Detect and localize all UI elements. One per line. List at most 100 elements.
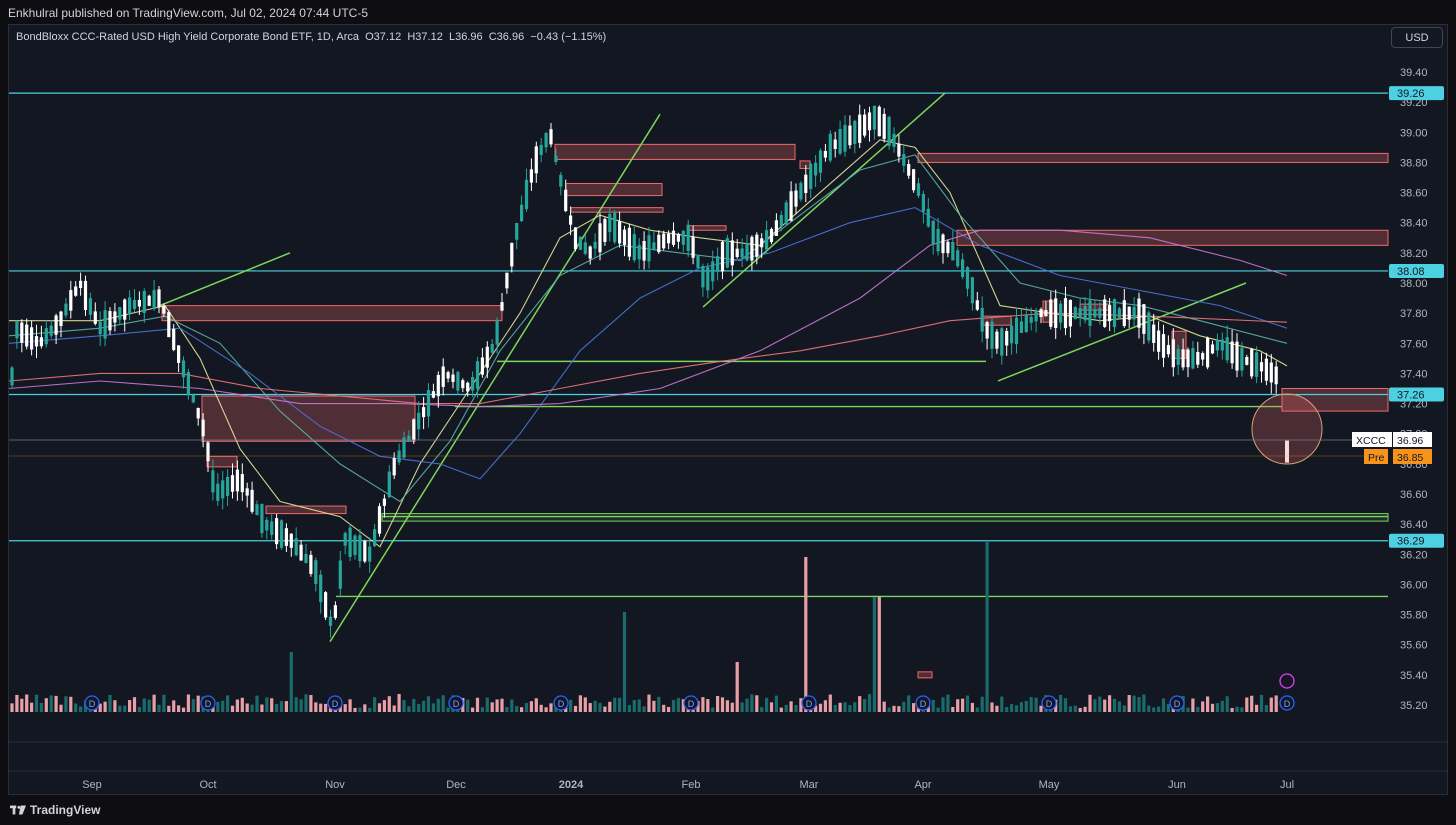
- candle-body: [441, 366, 445, 387]
- candle-body: [1054, 298, 1058, 328]
- volume-bar: [309, 695, 313, 712]
- volume-bar: [995, 705, 999, 712]
- volume-bar: [735, 662, 739, 712]
- y-tick-label: 37.40: [1400, 368, 1428, 380]
- candle-body: [201, 419, 205, 437]
- candle-body: [622, 229, 627, 245]
- candle-body: [867, 112, 872, 131]
- dividend-marker-icon[interactable]: [448, 695, 464, 711]
- candle-body: [1039, 309, 1043, 318]
- volume-bar: [941, 697, 945, 712]
- dividend-marker-icon[interactable]: [200, 695, 216, 711]
- dividend-marker-label: D: [89, 699, 96, 709]
- candle-body: [471, 377, 475, 391]
- dividend-marker-icon[interactable]: [1169, 695, 1185, 711]
- dividend-marker-icon[interactable]: [327, 695, 343, 711]
- dividend-marker-icon[interactable]: [84, 695, 100, 711]
- resistance-zone: [917, 152, 1389, 163]
- volume-bar: [74, 703, 78, 712]
- volume-bar: [1230, 707, 1234, 712]
- candle-body: [417, 412, 421, 430]
- candle-body: [196, 407, 200, 419]
- candle-body: [118, 307, 122, 320]
- volume-bar: [1255, 704, 1259, 712]
- dividend-marker-icon[interactable]: [553, 695, 569, 711]
- volume-bar: [446, 707, 450, 712]
- candle-body: [128, 297, 132, 315]
- last-price-tag: [1393, 432, 1432, 447]
- candle-body: [319, 574, 323, 603]
- candle-body: [147, 295, 151, 306]
- trend-line: [997, 282, 1247, 382]
- candle-body: [681, 230, 685, 245]
- y-tick-label: 35.40: [1400, 670, 1428, 682]
- x-tick-label: Oct: [199, 779, 216, 791]
- volume-bar: [1034, 697, 1038, 712]
- dividend-marker-icon[interactable]: [1041, 695, 1057, 711]
- volume-bar: [657, 696, 661, 712]
- volume-bar: [789, 701, 793, 712]
- highlight-circle: [1251, 393, 1323, 465]
- volume-bar: [1220, 700, 1224, 712]
- currency-button[interactable]: USD: [1391, 27, 1443, 48]
- candle-body: [784, 202, 788, 225]
- volume-bar: [975, 707, 979, 712]
- candle-body: [475, 361, 480, 389]
- candle-body: [529, 169, 533, 183]
- volume-bar: [720, 697, 725, 712]
- volume-bar: [1191, 698, 1195, 712]
- volume-bar: [402, 700, 406, 712]
- candle-body: [799, 183, 803, 200]
- volume-bar: [279, 701, 284, 712]
- candle-body: [1240, 347, 1244, 371]
- candle-body: [240, 474, 244, 493]
- volume-bar: [79, 706, 83, 712]
- candle-body: [137, 299, 141, 307]
- candle-body: [711, 261, 715, 282]
- dividend-marker-icon[interactable]: [683, 695, 699, 711]
- candle-body: [211, 470, 215, 493]
- candle-body: [877, 106, 881, 137]
- candle-body: [412, 419, 416, 441]
- dividend-marker-label: D: [332, 699, 339, 709]
- candle-body: [632, 234, 636, 261]
- volume-bar: [490, 702, 494, 712]
- volume-bar: [167, 705, 171, 712]
- price-tag: [1389, 86, 1444, 101]
- volume-bar: [1063, 698, 1068, 712]
- candle-body: [1010, 325, 1014, 344]
- candle-body: [926, 208, 930, 227]
- chart-frame[interactable]: [8, 24, 1448, 795]
- candle-body: [701, 265, 705, 288]
- price-tag-label: 37.26: [1397, 390, 1425, 402]
- volume-bar: [814, 705, 818, 712]
- candle-body: [54, 315, 58, 335]
- symbol-tag: [1352, 432, 1392, 447]
- volume-bar: [1157, 706, 1161, 712]
- dividend-marker-icon[interactable]: [915, 695, 931, 711]
- volume-bar: [671, 699, 676, 712]
- volume-bar: [1269, 697, 1273, 712]
- volume-bar: [1078, 707, 1082, 712]
- volume-bar: [20, 698, 24, 712]
- dividend-marker-icon[interactable]: [801, 695, 817, 711]
- volume-bar: [1098, 696, 1102, 712]
- volume-bar: [338, 705, 342, 712]
- volume-bar: [44, 698, 48, 712]
- volume-bar: [1206, 696, 1210, 712]
- candle-body: [495, 319, 499, 345]
- volume-bar: [260, 704, 264, 712]
- volume-bar: [152, 694, 156, 712]
- candle-body: [559, 174, 563, 187]
- split-event-icon[interactable]: [1279, 673, 1295, 689]
- candle-body: [961, 259, 965, 277]
- volume-bar: [578, 695, 582, 712]
- volume-bar: [103, 701, 107, 712]
- volume-bar: [662, 704, 666, 712]
- dividend-marker-icon[interactable]: [1279, 695, 1295, 711]
- candle-body: [1122, 300, 1126, 327]
- ma-fast-line: [9, 139, 1288, 548]
- support-zone-green: [381, 513, 1389, 522]
- volume-bar: [265, 697, 269, 712]
